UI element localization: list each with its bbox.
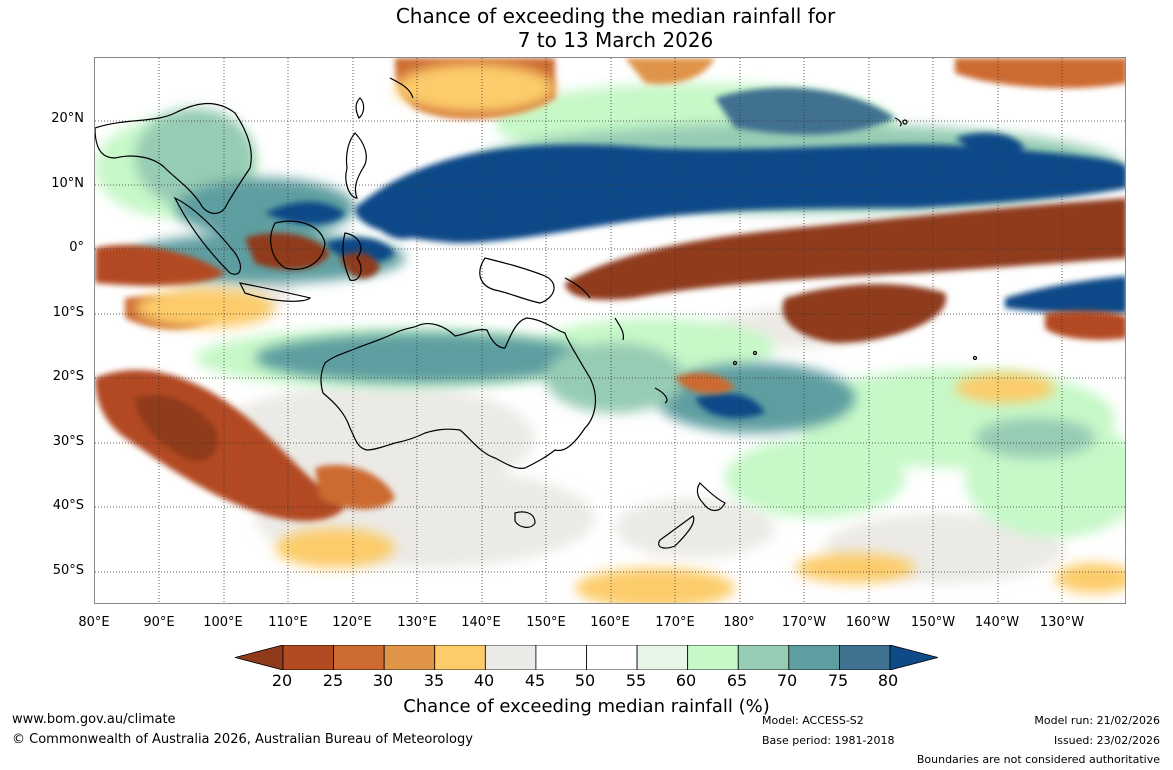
colorbar-cell <box>434 645 486 670</box>
lon-label-90e: 90°E <box>143 615 175 630</box>
colorbar-extend-low <box>235 645 284 670</box>
lat-label-20n: 20°N <box>51 111 84 126</box>
colorbar-tick-70: 70 <box>776 671 798 690</box>
colorbar-tick-80: 80 <box>877 671 899 690</box>
colorbar-cell <box>535 645 587 670</box>
map-title: Chance of exceeding the median rainfall … <box>0 4 1173 52</box>
lon-label-80e: 80°E <box>78 615 110 630</box>
colorbar-tick-65: 65 <box>726 671 748 690</box>
footer-boundaries: Boundaries are not considered authoritat… <box>916 753 1160 766</box>
colorbar-cell <box>636 645 689 670</box>
colorbar-cells <box>235 645 938 670</box>
title-line-2: 7 to 13 March 2026 <box>517 28 714 52</box>
colorbar-cell <box>788 645 840 670</box>
lon-label-150w: 150°W <box>910 615 956 630</box>
colorbar-cell <box>586 645 638 670</box>
lon-label-170w: 170°W <box>781 615 827 630</box>
footer-model: Model: ACCESS-S2 <box>762 714 864 727</box>
graticule <box>95 58 1125 603</box>
lon-label-100e: 100°E <box>203 615 243 630</box>
rainfall-map <box>94 57 1126 604</box>
lon-label-140e: 140°E <box>461 615 501 630</box>
colorbar-cell <box>687 645 739 670</box>
lat-label-10s: 10°S <box>52 305 84 320</box>
colorbar-tick-25: 25 <box>322 671 344 690</box>
lon-label-110e: 110°E <box>268 615 308 630</box>
lon-label-150e: 150°E <box>526 615 566 630</box>
colorbar-tick-50: 50 <box>574 671 596 690</box>
colorbar-tick-45: 45 <box>524 671 546 690</box>
colorbar-cell <box>333 645 385 670</box>
colorbar-tick-75: 75 <box>827 671 849 690</box>
footer-copyright: © Commonwealth of Australia 2026, Austra… <box>12 732 473 747</box>
colorbar-tick-55: 55 <box>625 671 647 690</box>
colorbar-tick-35: 35 <box>423 671 445 690</box>
colorbar-tick-60: 60 <box>675 671 697 690</box>
lon-label-160w: 160°W <box>845 615 891 630</box>
colorbar-tick-20: 20 <box>271 671 293 690</box>
lat-label-20s: 20°S <box>52 369 84 384</box>
coastlines <box>95 77 978 549</box>
colorbar-cell <box>839 645 891 670</box>
colorbar-label: Chance of exceeding median rainfall (%) <box>403 696 770 717</box>
colorbar <box>235 645 938 670</box>
colorbar-extend-high <box>889 645 938 670</box>
lat-label-40s: 40°S <box>52 498 84 513</box>
map-svg <box>95 58 1125 603</box>
footer-issued: Issued: 23/02/2026 <box>1053 734 1160 747</box>
lon-label-160e: 160°E <box>590 615 630 630</box>
lon-label-120e: 120°E <box>332 615 372 630</box>
footer-base-period: Base period: 1981-2018 <box>762 734 895 747</box>
lon-label-180: 180° <box>723 615 755 630</box>
colorbar-tick-40: 40 <box>473 671 495 690</box>
colorbar-cell <box>484 645 537 670</box>
lon-label-140w: 140°W <box>974 615 1020 630</box>
colorbar-cell <box>383 645 436 670</box>
colorbar-tick-30: 30 <box>372 671 394 690</box>
lon-label-130e: 130°E <box>397 615 437 630</box>
lat-label-10n: 10°N <box>51 176 84 191</box>
lon-label-170e: 170°E <box>655 615 695 630</box>
lat-label-50s: 50°S <box>52 563 84 578</box>
light-dry-zones <box>135 63 1125 603</box>
colorbar-cell <box>737 645 790 670</box>
lat-label-30s: 30°S <box>52 434 84 449</box>
lat-label-0: 0° <box>69 240 84 255</box>
footer-website: www.bom.gov.au/climate <box>12 712 176 727</box>
colorbar-cell <box>282 645 334 670</box>
footer-model-run: Model run: 21/02/2026 <box>1034 714 1160 727</box>
lon-label-130w: 130°W <box>1039 615 1085 630</box>
title-line-1: Chance of exceeding the median rainfall … <box>395 4 836 28</box>
